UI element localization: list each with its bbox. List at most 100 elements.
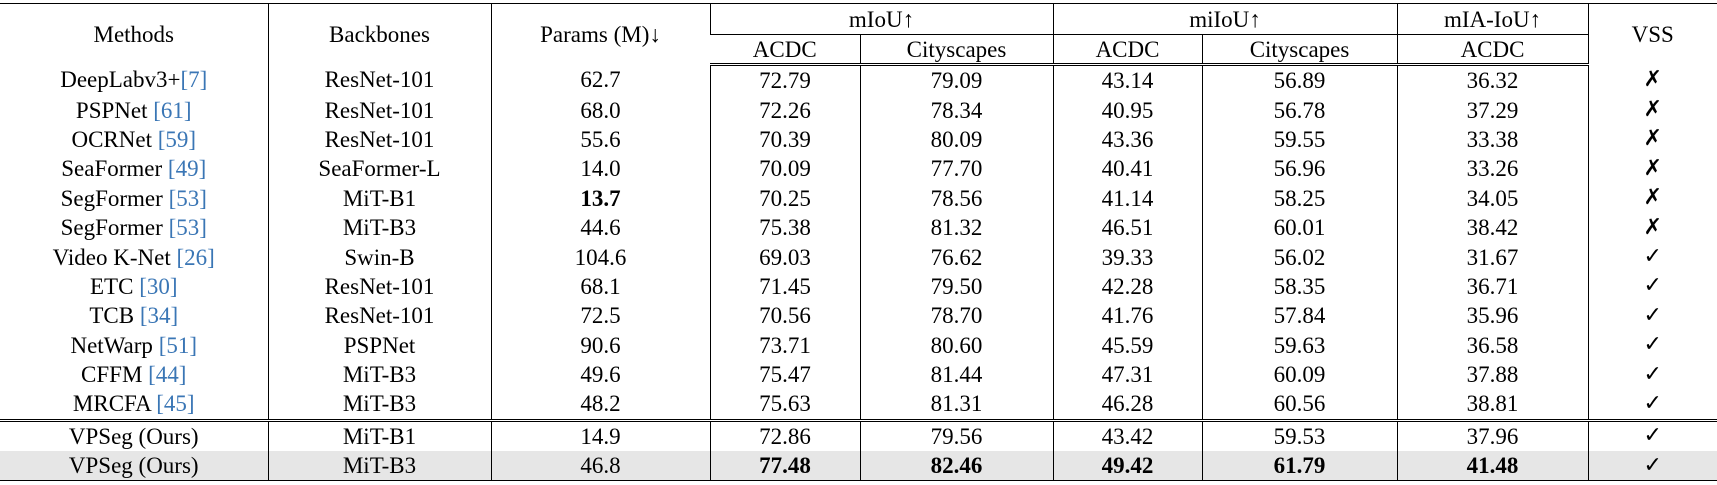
citation: [59] xyxy=(157,126,197,152)
metric-cell: 56.96 xyxy=(1201,154,1398,184)
citation: [49] xyxy=(167,156,207,182)
metric-cell: 33.26 xyxy=(1396,154,1589,184)
citation: [51] xyxy=(158,332,198,358)
metric-cell: 40.95 xyxy=(1052,95,1203,125)
backbone-cell: ResNet-101 xyxy=(267,301,491,331)
method-name: CFFM xyxy=(81,362,149,388)
metric-cell: 79.50 xyxy=(859,271,1054,302)
metric-cell: 36.58 xyxy=(1396,330,1589,360)
row: ETC [30] ResNet-101 68.1 71.45 79.50 42.28 58.… xyxy=(0,271,1717,302)
method-cell: MRCFA [45] xyxy=(0,389,268,420)
method-cell: PSPNet [61] xyxy=(0,95,268,124)
metric-cell: 59.63 xyxy=(1201,330,1398,360)
group-header: mIA-IoU↑ xyxy=(1396,3,1589,35)
method-cell: OCRNet [59] xyxy=(0,125,268,154)
metric-cell: 79.56 xyxy=(859,418,1054,452)
row: Video K-Net [26] Swin-B 104.6 69.03 76.62 39.… xyxy=(0,242,1717,272)
metric-cell: 41.48 xyxy=(1396,451,1589,482)
metric-cell: 59.55 xyxy=(1201,124,1398,155)
params-cell: 49.6 xyxy=(490,359,710,390)
method-cell: SegFormer [53] xyxy=(0,184,268,213)
vss-cell: ✓ xyxy=(1587,242,1717,272)
params-cell: 14.0 xyxy=(490,154,710,184)
metric-cell: 43.42 xyxy=(1052,418,1203,452)
metric-cell: 73.71 xyxy=(709,330,860,360)
backbone-cell: MiT-B3 xyxy=(267,389,491,421)
method-cell: VPSeg (Ours) xyxy=(0,418,268,452)
citation: [30] xyxy=(139,273,178,299)
metric-cell: 60.56 xyxy=(1201,389,1398,421)
params-cell: 48.2 xyxy=(490,389,710,421)
params-cell: 104.6 xyxy=(490,242,710,272)
row: SeaFormer [49] SeaFormer-L 14.0 70.09 77.70 4… xyxy=(0,154,1717,184)
vss-cell: ✗ xyxy=(1587,95,1717,125)
vss-cell: ✓ xyxy=(1587,359,1717,390)
method-name: SeaFormer xyxy=(61,156,168,182)
params-cell: 44.6 xyxy=(490,212,710,243)
row: SegFormer [53] MiT-B1 13.7 70.25 78.56 41.14 5… xyxy=(0,183,1717,213)
page: Methods Backbones Params (M)↓ mIoU↑ miIo… xyxy=(0,3,1717,485)
method-cell: TCB [34] xyxy=(0,301,268,330)
citation: [34] xyxy=(139,303,179,329)
vss-cell: ✗ xyxy=(1587,154,1717,184)
metric-cell: 38.81 xyxy=(1396,389,1589,421)
group-header: miIoU↑ xyxy=(1052,3,1398,35)
subheader-cell: ACDC xyxy=(1052,34,1203,66)
metric-cell: 41.14 xyxy=(1052,183,1203,213)
metric-cell: 75.47 xyxy=(709,359,860,390)
metric-cell: 81.31 xyxy=(859,389,1054,421)
metric-cell: 75.38 xyxy=(709,212,860,243)
citation: [61] xyxy=(153,97,192,123)
metric-cell: 46.51 xyxy=(1052,212,1203,243)
citation: [44] xyxy=(148,362,187,388)
vss-cell: ✗ xyxy=(1587,64,1717,96)
method-cell: DeepLabv3+[7] xyxy=(0,65,268,96)
method-cell: CFFM [44] xyxy=(0,360,268,389)
citation: [7] xyxy=(180,67,208,93)
params-cell: 90.6 xyxy=(490,330,710,360)
backbone-cell: MiT-B1 xyxy=(267,183,491,213)
backbone-cell: PSPNet xyxy=(267,330,491,360)
row: TCB [34] ResNet-101 72.5 70.56 78.70 41.76 57.… xyxy=(0,301,1717,331)
backbone-cell: ResNet-101 xyxy=(267,95,491,125)
metric-cell: 76.62 xyxy=(859,242,1054,272)
metric-cell: 34.05 xyxy=(1396,183,1589,213)
subheader-cell: ACDC xyxy=(710,34,860,66)
metric-cell: 61.79 xyxy=(1201,451,1398,482)
metric-cell: 78.70 xyxy=(859,301,1054,331)
method-name: SegFormer xyxy=(60,215,169,241)
metric-cell: 70.09 xyxy=(709,154,860,184)
vss-cell: ✓ xyxy=(1587,451,1717,482)
metric-cell: 70.56 xyxy=(709,301,860,331)
metric-cell: 82.46 xyxy=(859,451,1054,482)
metric-cell: 47.31 xyxy=(1052,359,1203,390)
vss-cell: ✓ xyxy=(1587,271,1717,302)
metric-cell: 80.09 xyxy=(859,124,1054,155)
vss-cell: ✓ xyxy=(1587,418,1717,452)
metric-cell: 78.56 xyxy=(859,183,1054,213)
method-name: VPSeg (Ours) xyxy=(68,453,199,479)
metric-cell: 77.70 xyxy=(859,154,1054,184)
method-name: Video K-Net xyxy=(52,244,177,270)
citation: [53] xyxy=(168,215,207,241)
backbone-cell: ResNet-101 xyxy=(267,124,491,155)
row: VPSeg (Ours) MiT-B3 46.8 77.48 82.46 49.42 61.… xyxy=(0,451,1717,482)
metric-cell: 70.25 xyxy=(709,183,860,213)
params-cell: 55.6 xyxy=(490,124,710,155)
metric-cell: 43.14 xyxy=(1052,64,1203,96)
metric-cell: 60.01 xyxy=(1201,212,1398,243)
metric-cell: 81.44 xyxy=(859,359,1054,390)
metric-cell: 49.42 xyxy=(1052,451,1203,482)
metric-cell: 36.32 xyxy=(1396,64,1589,96)
metric-cell: 56.02 xyxy=(1201,242,1398,272)
method-cell: SegFormer [53] xyxy=(0,213,268,242)
params-cell: 68.0 xyxy=(490,95,710,125)
metric-cell: 56.78 xyxy=(1201,95,1398,125)
vss-cell: ✗ xyxy=(1587,212,1717,243)
method-name: PSPNet xyxy=(75,97,154,123)
row: PSPNet [61] ResNet-101 68.0 72.26 78.34 40.95… xyxy=(0,95,1717,125)
metric-cell: 38.42 xyxy=(1396,212,1589,243)
metric-cell: 58.35 xyxy=(1201,271,1398,302)
group-header: mIoU↑ xyxy=(709,3,1054,35)
params-cell: 46.8 xyxy=(490,451,710,482)
